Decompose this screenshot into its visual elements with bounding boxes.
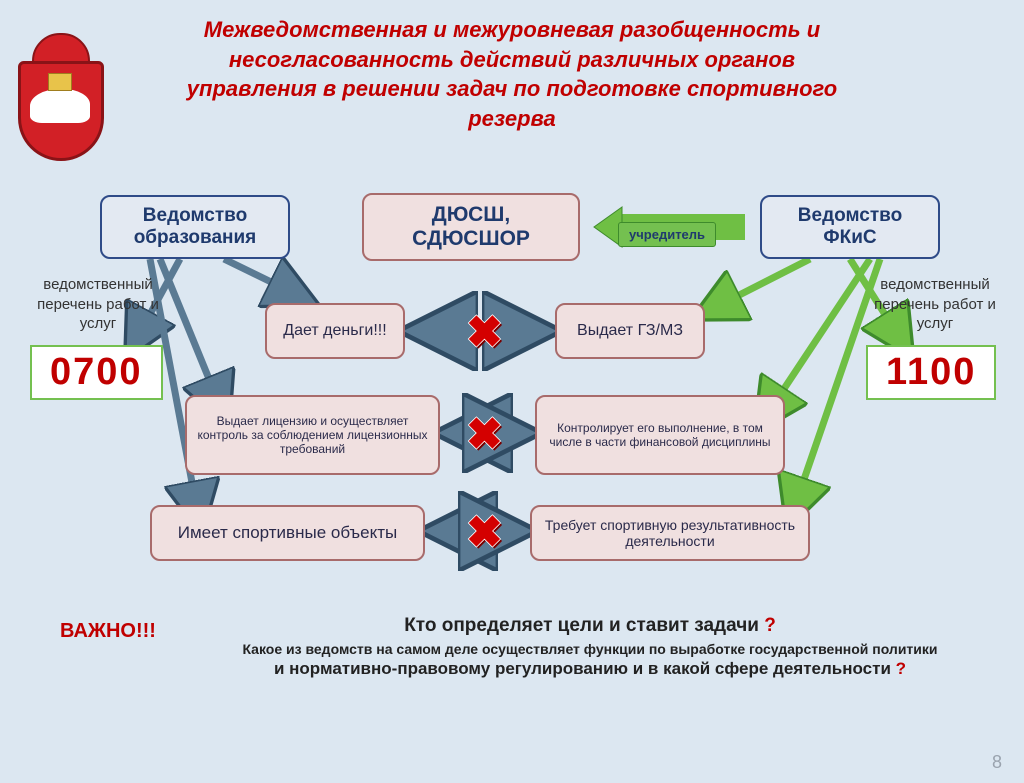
row3-left: Имеет спортивные объекты: [150, 505, 425, 561]
important-label: ВАЖНО!!!: [60, 620, 156, 643]
founder-label: учредитель: [618, 222, 716, 247]
region-crest: [18, 33, 108, 163]
left-side-text: ведомственный перечень работ и услуг: [18, 275, 178, 334]
slide-title: Межведомственная и межуровневая разобщен…: [162, 15, 862, 134]
right-code: 1100: [866, 345, 996, 400]
row2-right: Контролирует его выполнение, в том числе…: [535, 395, 785, 475]
conflict-x-2: ✖: [466, 409, 503, 460]
left-code: 0700: [30, 345, 163, 400]
row1-left: Дает деньги!!!: [265, 303, 405, 359]
page-number: 8: [992, 752, 1002, 773]
row3-right: Требует спортивную результативность деят…: [530, 505, 810, 561]
box-fkis: Ведомство ФКиС: [760, 195, 940, 259]
box-center: ДЮСШ, СДЮСШОР: [362, 193, 580, 261]
conflict-x-1: ✖: [466, 307, 503, 358]
box-education: Ведомство образования: [100, 195, 290, 259]
conflict-x-3: ✖: [466, 507, 503, 558]
footer-questions: Кто определяет цели и ставит задачи ?Как…: [170, 615, 1010, 679]
row1-right: Выдает ГЗ/МЗ: [555, 303, 705, 359]
right-side-text: ведомственный перечень работ и услуг: [855, 275, 1015, 334]
row2-left: Выдает лицензию и осуществляет контроль …: [185, 395, 440, 475]
